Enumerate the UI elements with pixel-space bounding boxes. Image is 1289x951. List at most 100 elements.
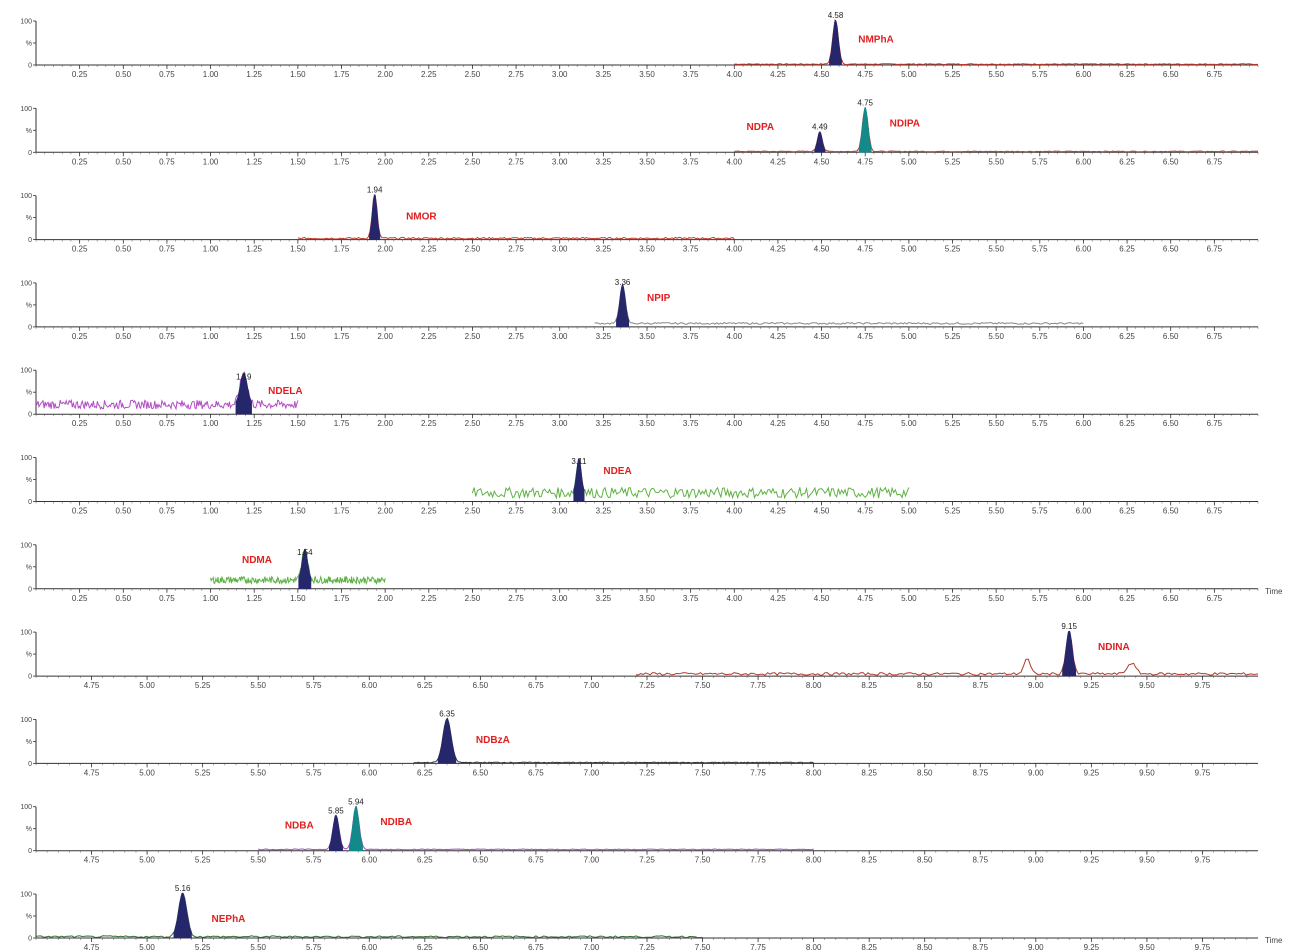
x-tick-label: 6.25 [1119, 594, 1135, 603]
x-tick-label: 3.50 [639, 245, 655, 254]
x-tick-label: 6.00 [361, 681, 377, 690]
x-tick-label: 2.75 [508, 419, 524, 428]
y-tick-label: 100 [20, 280, 32, 287]
x-tick-label: 6.25 [1119, 245, 1135, 254]
peak-area [815, 132, 826, 153]
x-tick-label: 5.25 [945, 419, 961, 428]
x-tick-label: 5.25 [195, 681, 211, 690]
x-tick-label: 2.50 [465, 245, 481, 254]
chromatogram-panel: 100% 0 0.25 0.50 0.75 1.00 1.25 1.50 1.75 2.00 2.2… [20, 278, 1258, 341]
x-tick-label: 0.75 [159, 245, 175, 254]
x-tick-label: 0.25 [72, 157, 88, 166]
x-tick-label: 4.00 [726, 245, 742, 254]
x-tick-label: 2.75 [508, 245, 524, 254]
x-tick-label: 3.00 [552, 507, 568, 516]
analyte-label: NDPA [747, 122, 775, 133]
peak-retention-time: 4.49 [812, 123, 828, 132]
x-tick-label: 8.25 [861, 768, 877, 777]
x-tick-label: 1.75 [334, 594, 350, 603]
x-tick-label: 3.25 [596, 594, 612, 603]
x-tick-label: 6.00 [1076, 594, 1092, 603]
x-tick-label: 3.00 [552, 157, 568, 166]
x-tick-label: 7.50 [695, 943, 711, 951]
y-tick-label: % [26, 564, 32, 571]
x-tick-label: 8.75 [972, 856, 988, 865]
x-tick-label: 6.00 [1076, 70, 1092, 79]
x-tick-label: 6.75 [1207, 594, 1223, 603]
x-tick-label: 7.75 [750, 768, 766, 777]
x-tick-label: 9.00 [1028, 856, 1044, 865]
x-tick-label: 4.25 [770, 594, 786, 603]
x-tick-label: 6.50 [473, 856, 489, 865]
x-tick-label: 8.25 [861, 681, 877, 690]
peak-retention-time: 3.11 [571, 457, 587, 466]
x-tick-label: 6.00 [361, 943, 377, 951]
x-tick-label: 6.75 [1207, 70, 1223, 79]
chromatogram-trace [472, 461, 909, 498]
x-tick-label: 8.00 [806, 768, 822, 777]
x-tick-label: 3.25 [596, 70, 612, 79]
x-tick-label: 0.75 [159, 419, 175, 428]
x-tick-label: 4.25 [770, 245, 786, 254]
x-tick-label: 5.25 [945, 70, 961, 79]
x-tick-label: 6.50 [473, 768, 489, 777]
x-tick-label: 7.25 [639, 943, 655, 951]
peak: 3.11 NDEA [571, 457, 631, 501]
x-tick-label: 0.75 [159, 594, 175, 603]
x-tick-label: 1.75 [334, 70, 350, 79]
x-tick-label: 4.00 [726, 157, 742, 166]
x-tick-label: 5.75 [1032, 594, 1048, 603]
peak: 3.36NPIP [615, 278, 671, 327]
x-tick-label: 2.25 [421, 245, 437, 254]
analyte-label: NPIP [647, 293, 671, 304]
x-tick-label: 4.75 [84, 856, 100, 865]
x-tick-label: 9.00 [1028, 681, 1044, 690]
x-tick-label: 7.00 [584, 856, 600, 865]
y-tick-label: 0 [28, 936, 32, 943]
x-tick-label: 2.00 [377, 332, 393, 341]
x-tick-label: 6.75 [1207, 332, 1223, 341]
x-tick-label: 9.75 [1195, 768, 1211, 777]
x-tick-label: 4.25 [770, 419, 786, 428]
x-tick-label: 7.25 [639, 856, 655, 865]
analyte-label: NDBzA [476, 735, 510, 746]
x-tick-label: 0.75 [159, 507, 175, 516]
x-tick-label: 6.00 [1076, 419, 1092, 428]
x-tick-label: 7.75 [750, 856, 766, 865]
y-tick-label: 0 [28, 586, 32, 593]
x-tick-label: 2.50 [465, 594, 481, 603]
y-tick-label: 100 [20, 193, 32, 200]
x-tick-label: 2.75 [508, 507, 524, 516]
y-tick-label: % [26, 215, 32, 222]
x-tick-label: 8.50 [917, 681, 933, 690]
x-tick-label: 2.25 [421, 507, 437, 516]
x-tick-label: 1.75 [334, 332, 350, 341]
time-axis-label: Time [1265, 936, 1283, 945]
x-tick-label: 0.50 [115, 332, 131, 341]
peak: 6.35NDBzA [438, 709, 510, 763]
x-tick-label: 7.75 [750, 681, 766, 690]
x-tick-label: 5.25 [195, 856, 211, 865]
x-tick-label: 8.50 [917, 856, 933, 865]
x-tick-label: 3.50 [639, 419, 655, 428]
x-tick-label: 6.25 [417, 768, 433, 777]
x-tick-label: 8.00 [806, 856, 822, 865]
chromatogram-panel: 100% 0 0.25 0.50 0.75 1.00 1.25 1.50 1.75 2.00 2.2… [20, 186, 1258, 254]
x-tick-label: 5.00 [139, 681, 155, 690]
x-tick-label: 3.50 [639, 157, 655, 166]
x-tick-label: 6.25 [1119, 332, 1135, 341]
peak-area [174, 893, 192, 938]
x-tick-label: 5.25 [195, 943, 211, 951]
x-tick-label: 2.00 [377, 594, 393, 603]
x-tick-label: 5.25 [195, 768, 211, 777]
peak-area [349, 806, 362, 850]
x-tick-label: 0.50 [115, 594, 131, 603]
x-tick-label: 5.50 [988, 245, 1004, 254]
x-tick-label: 2.00 [377, 157, 393, 166]
y-tick-label: 0 [28, 150, 32, 157]
peak: 5.16NEPhA [174, 884, 246, 938]
peak-retention-time: 5.16 [175, 884, 191, 893]
x-tick-label: 3.25 [596, 419, 612, 428]
x-tick-label: 6.75 [528, 768, 544, 777]
